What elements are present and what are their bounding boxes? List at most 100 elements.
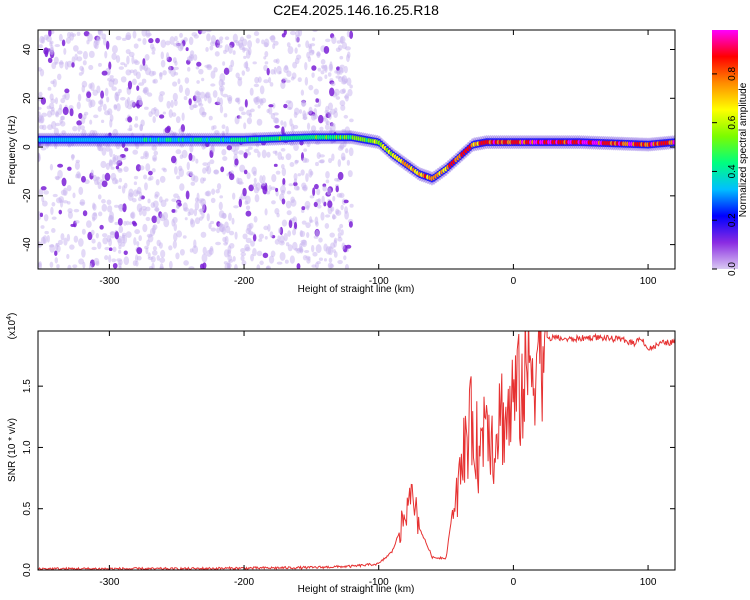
noise-speck — [39, 212, 44, 218]
noise-speck — [275, 58, 280, 64]
noise-speck — [304, 76, 309, 86]
noise-speck — [188, 266, 195, 269]
noise-speck — [232, 50, 236, 55]
noise-speck — [317, 76, 323, 82]
noise-speck — [66, 185, 72, 192]
noise-speck — [173, 66, 179, 71]
noise-speck — [263, 38, 270, 48]
noise-speck — [315, 229, 320, 237]
noise-speck — [175, 116, 181, 124]
noise-speck — [49, 261, 54, 268]
noise-speck — [297, 77, 302, 83]
noise-speck — [317, 67, 322, 72]
noise-speck — [301, 220, 307, 225]
noise-speck — [163, 218, 170, 228]
noise-speck — [300, 89, 305, 96]
noise-speck — [316, 51, 321, 59]
noise-speck — [216, 96, 221, 105]
noise-speck — [312, 30, 318, 33]
noise-speck — [118, 244, 122, 250]
noise-speck — [244, 99, 248, 108]
noise-speck — [324, 123, 330, 131]
noise-speck — [160, 249, 166, 258]
noise-speck — [287, 244, 293, 252]
noise-speck — [118, 185, 122, 190]
noise-speck — [130, 211, 136, 220]
noise-speck — [341, 242, 346, 250]
noise-speck — [111, 258, 117, 263]
noise-speck — [238, 198, 243, 208]
noise-speck — [320, 211, 325, 221]
noise-speck — [261, 181, 266, 187]
noise-speck — [319, 126, 324, 131]
noise-speck — [63, 47, 67, 55]
noise-speck — [189, 143, 194, 153]
noise-speck — [56, 264, 60, 269]
noise-speck — [301, 99, 306, 108]
noise-speck — [91, 238, 96, 244]
noise-speck — [173, 193, 179, 199]
noise-speck — [327, 200, 333, 208]
noise-speck — [324, 214, 331, 218]
noise-speck — [41, 196, 45, 203]
noise-speck — [268, 185, 272, 192]
noise-speck — [44, 230, 49, 235]
noise-speck — [156, 216, 161, 225]
noise-speck — [263, 64, 268, 72]
noise-speck — [224, 36, 230, 41]
noise-speck — [343, 65, 348, 74]
noise-speck — [143, 174, 148, 180]
noise-speck — [141, 30, 148, 37]
noise-speck — [273, 163, 278, 167]
noise-speck — [38, 91, 43, 97]
noise-speck — [302, 116, 308, 120]
noise-speck — [248, 184, 254, 192]
noise-speck — [330, 82, 336, 87]
noise-speck — [38, 153, 41, 162]
noise-speck — [235, 72, 240, 79]
colorbar-ticks: 0.0 0.2 0.4 0.6 0.8 — [712, 67, 738, 276]
noise-speck — [81, 85, 86, 93]
noise-speck — [226, 145, 233, 151]
noise-speck — [309, 195, 315, 199]
noise-speck — [324, 223, 330, 229]
noise-speck — [289, 141, 295, 147]
noise-speck — [133, 175, 139, 180]
noise-speck — [136, 203, 143, 213]
noise-speck — [48, 102, 55, 110]
noise-speck — [108, 159, 113, 166]
noise-speck — [70, 223, 76, 227]
noise-speck — [321, 195, 325, 204]
noise-speck — [270, 250, 276, 258]
noise-speck — [133, 43, 139, 49]
noise-speck — [125, 49, 131, 55]
noise-speck — [316, 188, 321, 196]
noise-speck — [284, 64, 289, 71]
noise-speck — [275, 187, 279, 192]
noise-speck — [55, 122, 61, 127]
noise-speck — [240, 255, 245, 262]
noise-speck — [207, 96, 212, 104]
noise-speck — [52, 193, 58, 198]
noise-speck — [243, 152, 248, 159]
noise-speck — [65, 37, 71, 44]
noise-speck — [264, 61, 269, 65]
noise-speck — [59, 104, 63, 110]
noise-speck — [270, 112, 276, 120]
noise-speck — [120, 241, 126, 247]
colorbar-label: Normalized spectral amplitude — [738, 82, 749, 217]
noise-speck — [76, 31, 81, 37]
noise-speck — [159, 213, 164, 219]
noise-speck — [315, 221, 319, 227]
noise-speck — [165, 52, 170, 61]
noise-speck — [305, 40, 310, 49]
noise-speck — [334, 177, 340, 182]
noise-speck — [325, 179, 330, 184]
noise-speck — [349, 118, 354, 123]
noise-speck — [328, 257, 333, 263]
noise-speck — [223, 113, 228, 118]
noise-speck — [51, 62, 57, 70]
noise-speck — [184, 77, 190, 84]
noise-speck — [210, 197, 216, 204]
noise-speck — [49, 163, 54, 171]
